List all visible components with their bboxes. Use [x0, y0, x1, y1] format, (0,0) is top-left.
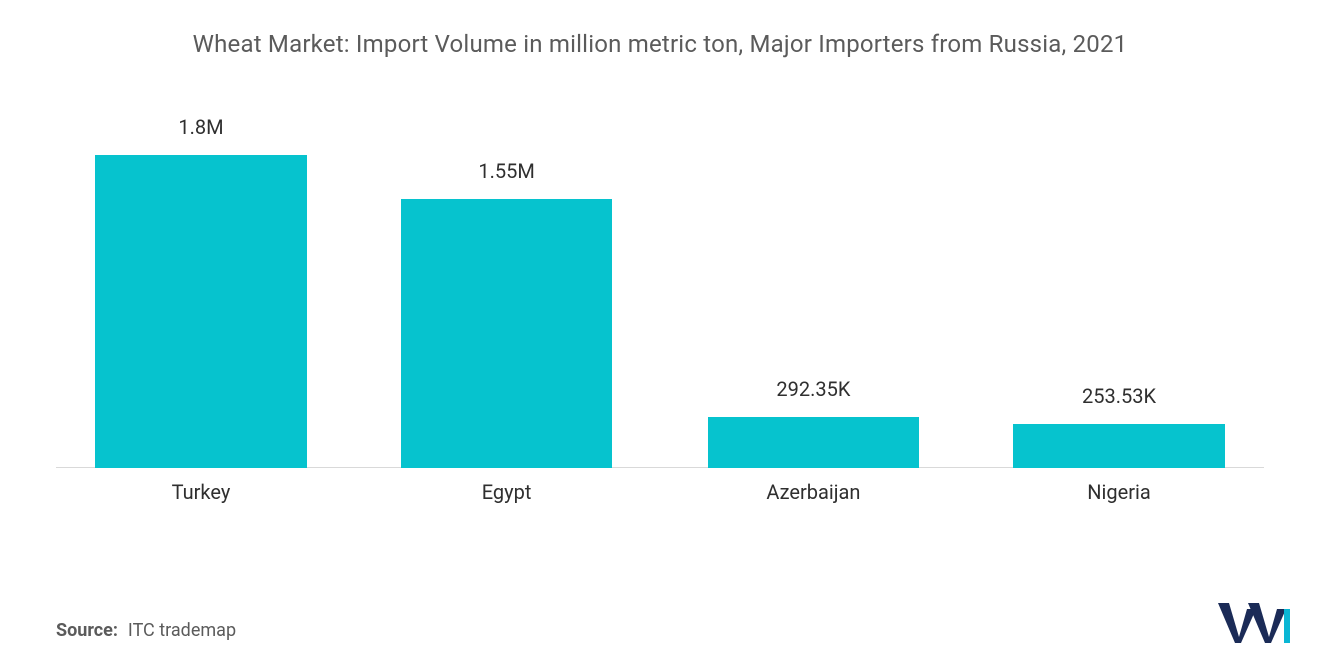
- chart-title: Wheat Market: Import Volume in million m…: [56, 30, 1264, 58]
- chart-container: Wheat Market: Import Volume in million m…: [0, 0, 1320, 665]
- bar-value-label: 1.55M: [478, 159, 534, 183]
- bar-group: 1.8M: [95, 155, 306, 468]
- bar-group: 253.53K: [1013, 424, 1224, 468]
- bar-value-label: 253.53K: [1082, 384, 1156, 408]
- plot-region: 1.8M 1.55M 292.35K 253.53K: [56, 138, 1264, 468]
- x-axis-label: Turkey: [172, 480, 231, 504]
- source-label: Source:: [56, 620, 118, 641]
- bar-value-label: 292.35K: [776, 377, 850, 401]
- bar: [401, 199, 612, 468]
- chart-area: 1.8M 1.55M 292.35K 253.53K Turkey Egypt Azerb…: [56, 138, 1264, 590]
- bar: [95, 155, 306, 468]
- bar-group: 292.35K: [708, 417, 919, 468]
- source-row: Source: ITC trademap: [56, 590, 1264, 641]
- brand-logo: [1218, 603, 1290, 643]
- x-axis-label: Egypt: [482, 480, 532, 504]
- bar: [708, 417, 919, 468]
- bar-value-label: 1.8M: [178, 115, 223, 139]
- x-axis-label: Nigeria: [1087, 480, 1151, 504]
- bar: [1013, 424, 1224, 468]
- logo-icon: [1218, 603, 1290, 643]
- bar-group: 1.55M: [401, 199, 612, 468]
- x-axis-label: Azerbaijan: [766, 480, 860, 504]
- source-text: ITC trademap: [128, 620, 236, 641]
- x-axis-labels: Turkey Egypt Azerbaijan Nigeria: [56, 480, 1264, 520]
